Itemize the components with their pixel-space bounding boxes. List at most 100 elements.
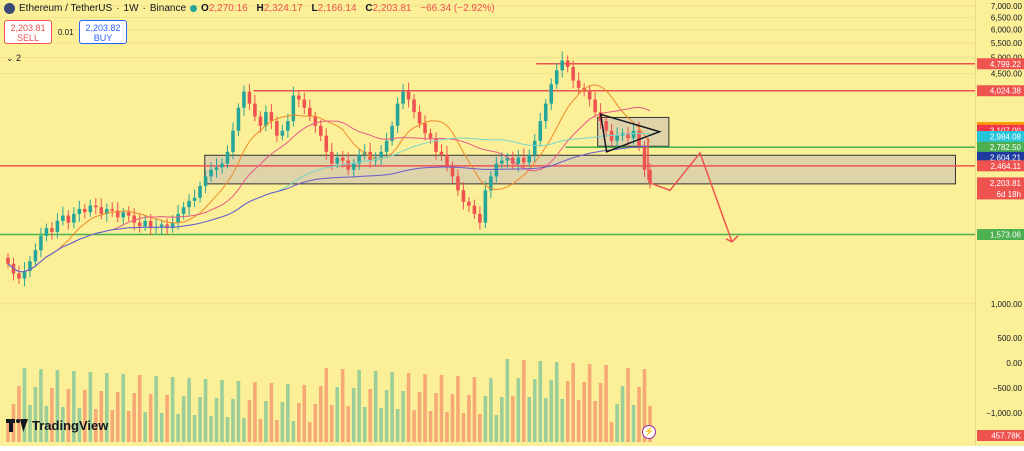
candle-body — [121, 212, 126, 218]
volume-bar — [362, 407, 367, 442]
volume-bar — [143, 412, 147, 442]
candle-body — [258, 116, 263, 126]
volume-bar — [527, 397, 532, 442]
volume-bar — [286, 384, 290, 442]
sell-button[interactable]: 2,203.81 SELL — [4, 20, 52, 44]
volume-bar — [88, 372, 93, 442]
candle-body — [39, 235, 43, 251]
candle-body — [401, 91, 405, 104]
volume-bar — [417, 392, 422, 442]
volume-bar — [121, 374, 126, 442]
volume-bar — [384, 390, 389, 442]
low-label: L — [311, 3, 318, 14]
price-axis[interactable]: 7,000.00 6,500.00 6,000.00 5,500.00 5,000.00… — [975, 0, 1024, 446]
candle-body — [587, 91, 592, 100]
volume-bar — [373, 371, 378, 442]
volume-bar — [126, 411, 131, 442]
price-tag-label: 3,107.00 — [990, 126, 1022, 135]
volume-bar — [247, 400, 252, 442]
candle-body — [28, 261, 32, 271]
candle-body — [417, 112, 422, 124]
buy-button[interactable]: 2,203.82 BUY — [79, 20, 127, 44]
volume-bar — [604, 365, 608, 442]
price-tick-label: 1,000.00 — [991, 300, 1023, 309]
candle-body — [297, 95, 301, 100]
volume-bar — [170, 377, 175, 442]
tradingview-logo[interactable]: TradingView — [6, 418, 108, 433]
candle-body — [467, 201, 471, 206]
symbol-header: Ethereum / TetherUS · 1W · Binance O2,27… — [4, 3, 498, 14]
volume-bar — [110, 410, 115, 442]
volume-bar — [324, 368, 329, 442]
volume-bar — [368, 389, 372, 442]
price-tick-label: 500.00 — [998, 334, 1023, 343]
volume-bar — [500, 397, 504, 442]
change-value: −66.34 (−2.92%) — [420, 3, 495, 14]
volume-bar — [461, 413, 466, 442]
price-tag-label: 2,782.50 — [990, 143, 1022, 152]
symbol-name[interactable]: Ethereum / TetherUS — [19, 3, 113, 14]
volume-bar — [511, 396, 515, 442]
candle-body — [247, 91, 252, 104]
volume-bar — [77, 408, 82, 442]
candle-body — [302, 99, 307, 108]
candle-body — [576, 80, 581, 88]
volume-bar — [39, 369, 43, 442]
event-flag-icon[interactable]: ⚡ — [642, 425, 656, 439]
volume-bar — [291, 421, 296, 442]
candle-body — [181, 207, 186, 214]
volume-bar — [297, 403, 301, 442]
candle-body — [351, 163, 356, 170]
volume-bar — [94, 409, 98, 442]
volume-bar — [478, 414, 482, 442]
candle-body — [313, 116, 318, 126]
candlestick-chart[interactable] — [0, 0, 975, 446]
volume-bar — [483, 396, 488, 442]
candle-body — [104, 208, 109, 214]
candle-body — [379, 151, 383, 158]
volume-bar — [450, 394, 455, 442]
volume-bar — [434, 393, 438, 442]
candle-body — [110, 208, 115, 211]
price-tick-label: 5,500.00 — [991, 39, 1023, 48]
volume-bar — [99, 391, 104, 442]
volume-tag — [977, 430, 1024, 441]
candle-body — [72, 213, 76, 223]
buy-label: BUY — [93, 33, 113, 43]
volume-bar — [275, 420, 279, 442]
price-tag-label: 2,984.08 — [990, 133, 1022, 142]
candle-body — [329, 151, 334, 164]
price-tick-label: 7,000.00 — [991, 2, 1023, 11]
candle-body — [77, 208, 82, 214]
separator: · — [142, 3, 146, 14]
volume-bar — [72, 371, 76, 442]
volume-bar — [242, 418, 246, 442]
tradingview-icon — [6, 419, 28, 432]
volume-bar — [302, 385, 307, 442]
candle-body — [565, 60, 570, 67]
volume-bar — [522, 360, 526, 442]
volume-bar — [401, 391, 405, 442]
volume-bar — [598, 383, 603, 442]
ema-mid-line — [7, 106, 651, 273]
volume-bar — [154, 376, 158, 442]
volume-bar — [489, 378, 493, 442]
candle-body — [253, 103, 257, 117]
volume-bar — [439, 375, 444, 442]
candle-body — [615, 135, 619, 141]
indicators-toggle[interactable]: ⌄ 2 — [6, 53, 22, 63]
volume-bar — [340, 369, 345, 442]
volume-bar — [565, 381, 570, 442]
volume-bar — [198, 397, 202, 442]
candle-body — [148, 220, 153, 229]
volume-bar — [231, 399, 235, 442]
candle-body — [165, 224, 169, 229]
ema-short-line — [7, 84, 651, 273]
price-tag-label: 2,464.11 — [990, 162, 1021, 171]
interval[interactable]: 1W — [123, 3, 139, 14]
candle-body — [236, 107, 241, 131]
volume-bar — [609, 422, 614, 442]
volume-bar — [626, 368, 630, 442]
price-pane[interactable] — [0, 0, 975, 446]
volume-bar — [187, 378, 191, 442]
